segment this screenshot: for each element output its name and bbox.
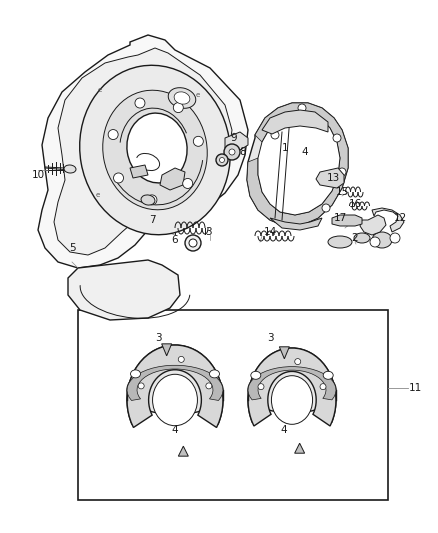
Ellipse shape <box>127 365 223 415</box>
Text: 12: 12 <box>393 213 406 223</box>
Ellipse shape <box>258 384 264 390</box>
Text: 13: 13 <box>326 173 339 183</box>
Bar <box>78 310 388 500</box>
Ellipse shape <box>390 233 400 243</box>
Ellipse shape <box>64 165 76 173</box>
Text: 4: 4 <box>302 147 308 157</box>
Ellipse shape <box>251 372 261 379</box>
Ellipse shape <box>152 374 198 426</box>
Ellipse shape <box>219 157 225 163</box>
Ellipse shape <box>354 233 370 243</box>
Ellipse shape <box>174 92 190 104</box>
Text: 11: 11 <box>408 383 422 393</box>
Ellipse shape <box>209 370 219 378</box>
Ellipse shape <box>173 102 184 112</box>
Text: 15: 15 <box>336 187 349 197</box>
Ellipse shape <box>183 179 193 189</box>
Polygon shape <box>258 113 340 215</box>
Ellipse shape <box>178 357 184 362</box>
Polygon shape <box>247 103 348 226</box>
Ellipse shape <box>113 173 124 183</box>
Text: 7: 7 <box>148 215 155 225</box>
Polygon shape <box>127 365 223 400</box>
Text: 4: 4 <box>281 425 287 435</box>
Ellipse shape <box>271 131 279 139</box>
Text: 4: 4 <box>172 425 178 435</box>
Polygon shape <box>178 446 188 456</box>
Polygon shape <box>372 208 404 232</box>
Text: 16: 16 <box>348 199 362 209</box>
Text: 8: 8 <box>240 147 246 157</box>
Text: e: e <box>98 87 102 93</box>
Ellipse shape <box>147 195 157 205</box>
Ellipse shape <box>189 239 197 247</box>
Ellipse shape <box>193 136 203 147</box>
Ellipse shape <box>216 154 228 166</box>
Ellipse shape <box>168 88 196 108</box>
Ellipse shape <box>320 384 326 390</box>
Ellipse shape <box>138 383 144 389</box>
Polygon shape <box>225 132 248 150</box>
Polygon shape <box>262 110 328 134</box>
Text: 6: 6 <box>172 235 178 245</box>
Ellipse shape <box>328 236 352 248</box>
Ellipse shape <box>295 359 301 365</box>
Text: 5: 5 <box>69 243 75 253</box>
Ellipse shape <box>224 144 240 160</box>
Ellipse shape <box>108 130 118 140</box>
Ellipse shape <box>248 367 336 414</box>
Polygon shape <box>248 367 336 400</box>
Polygon shape <box>127 345 223 427</box>
Polygon shape <box>160 168 185 190</box>
Polygon shape <box>360 215 386 235</box>
Polygon shape <box>68 260 180 320</box>
Ellipse shape <box>272 376 313 424</box>
Ellipse shape <box>135 98 145 108</box>
Text: 1: 1 <box>282 143 288 153</box>
Text: 3: 3 <box>267 333 273 343</box>
Text: 9: 9 <box>231 133 237 143</box>
Ellipse shape <box>206 383 212 389</box>
Ellipse shape <box>80 65 230 235</box>
Ellipse shape <box>338 168 346 176</box>
Text: 3: 3 <box>205 227 211 237</box>
Polygon shape <box>247 103 348 226</box>
Polygon shape <box>295 443 305 453</box>
Ellipse shape <box>229 149 235 155</box>
Polygon shape <box>279 347 290 359</box>
Polygon shape <box>162 344 172 356</box>
Text: 14: 14 <box>263 227 277 237</box>
Ellipse shape <box>333 134 341 142</box>
Polygon shape <box>270 218 322 230</box>
Ellipse shape <box>323 372 333 379</box>
Polygon shape <box>332 215 362 226</box>
Ellipse shape <box>131 370 141 378</box>
Polygon shape <box>38 35 248 268</box>
Text: e: e <box>96 192 100 198</box>
Ellipse shape <box>372 232 392 248</box>
Text: 3: 3 <box>155 333 161 343</box>
Polygon shape <box>248 348 336 426</box>
Text: 2: 2 <box>352 233 358 243</box>
Ellipse shape <box>127 113 187 183</box>
Ellipse shape <box>185 235 201 251</box>
Polygon shape <box>54 48 232 255</box>
Ellipse shape <box>370 237 380 247</box>
Text: 10: 10 <box>32 170 45 180</box>
Polygon shape <box>130 165 148 178</box>
Polygon shape <box>316 168 344 188</box>
Ellipse shape <box>141 195 155 205</box>
Ellipse shape <box>322 204 330 212</box>
Ellipse shape <box>103 90 207 210</box>
Text: e: e <box>196 92 200 98</box>
Text: 17: 17 <box>333 213 346 223</box>
Ellipse shape <box>298 104 306 112</box>
